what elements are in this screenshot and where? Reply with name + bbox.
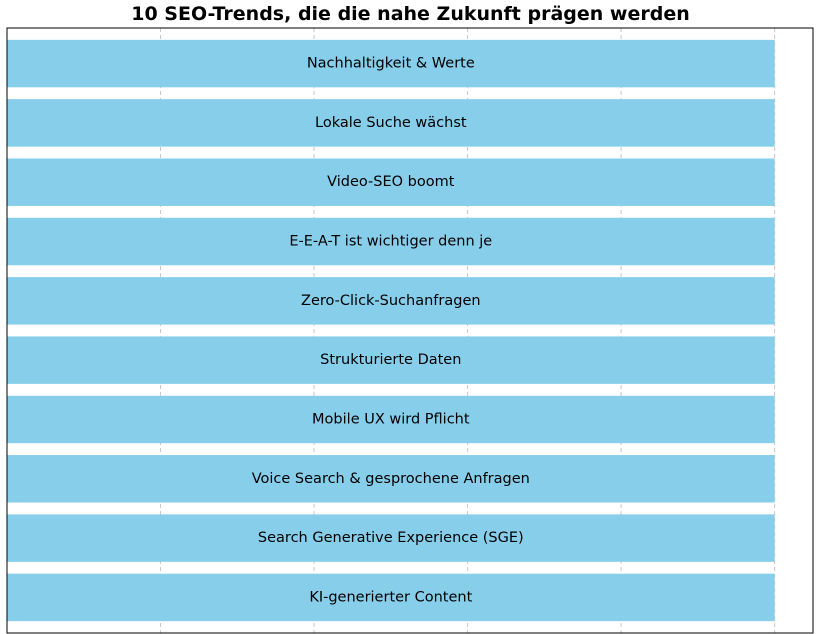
bar-label-8: Video-SEO boomt — [327, 174, 455, 190]
bars — [7, 39, 775, 622]
bar-5 — [7, 336, 775, 384]
bar-6 — [7, 277, 775, 325]
bar-1 — [7, 573, 775, 622]
bar-8 — [7, 158, 775, 206]
bar-label-9: Lokale Suche wächst — [315, 115, 467, 131]
bar-label-4: Mobile UX wird Pflicht — [312, 411, 470, 427]
bar-label-6: Zero-Click-Suchanfragen — [301, 293, 481, 309]
bar-label-1: KI-generierter Content — [309, 589, 472, 605]
bar-label-2: Search Generative Experience (SGE) — [258, 530, 524, 546]
bar-labels: KI-generierter Content Search Generative … — [252, 56, 530, 606]
chart-title: 10 SEO-Trends, die die nahe Zukunft präg… — [131, 3, 690, 25]
bar-7 — [7, 217, 775, 266]
bar-label-10: Nachhaltigkeit & Werte — [307, 56, 475, 72]
bar-label-5: Strukturierte Daten — [320, 352, 461, 368]
plot-frame — [6, 27, 814, 634]
bar-label-7: E-E-A-T ist wichtiger denn je — [289, 234, 492, 250]
bar-2 — [7, 514, 775, 562]
bar-4 — [7, 395, 775, 444]
bar-9 — [7, 99, 775, 147]
bar-label-3: Voice Search & gesprochene Anfragen — [252, 471, 530, 487]
bar-3 — [7, 455, 775, 503]
bar-10 — [7, 39, 775, 88]
